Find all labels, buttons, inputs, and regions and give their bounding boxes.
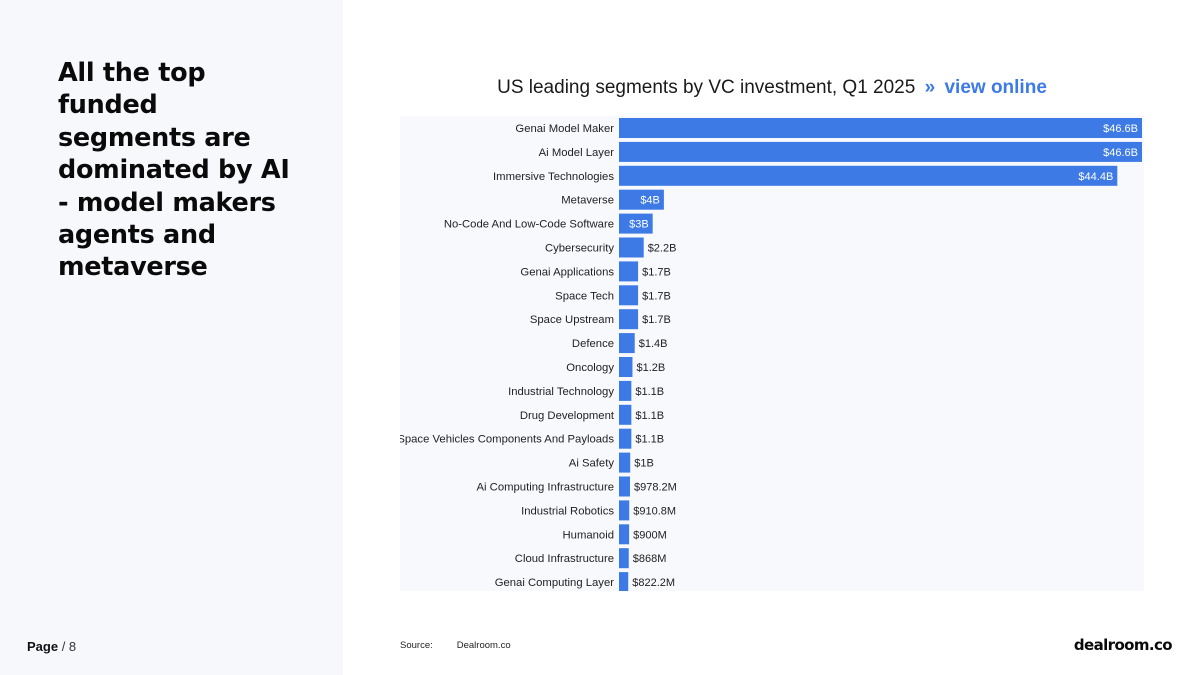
value-label: $2.2B: [648, 243, 677, 255]
value-label: $1.7B: [642, 314, 671, 326]
page-separator: /: [58, 639, 69, 654]
bar[interactable]: [619, 572, 629, 591]
value-label: $4B: [640, 195, 660, 207]
bar[interactable]: [619, 213, 653, 234]
bar[interactable]: [619, 285, 639, 306]
value-label: $822.2M: [632, 577, 675, 589]
category-label: Cloud Infrastructure: [515, 553, 614, 565]
headline: All the top funded segments are dominate…: [58, 58, 290, 283]
dealroom-logo: dealroom.co: [1073, 636, 1173, 654]
value-label: $900M: [633, 529, 667, 541]
left-panel: All the top funded segments are dominate…: [0, 0, 343, 675]
bar[interactable]: [619, 404, 632, 425]
plot-background: [400, 116, 1144, 591]
category-label: Cybersecurity: [545, 243, 614, 255]
bar[interactable]: [619, 380, 632, 401]
bar[interactable]: [619, 452, 631, 473]
value-label: $1.4B: [639, 338, 668, 350]
bar[interactable]: [619, 165, 1118, 186]
bar[interactable]: [619, 261, 639, 282]
category-label: Metaverse: [561, 195, 614, 207]
category-label: Genai Model Maker: [515, 123, 614, 135]
bar-chart: Genai Model Maker $46.6B Ai Model Layer $46…: [400, 118, 1142, 591]
value-label: $910.8M: [633, 505, 676, 517]
chart-title-row: US leading segments by VC investment, Q1…: [400, 77, 1144, 99]
category-label: Genai Computing Layer: [495, 577, 615, 589]
category-label: Immersive Technologies: [493, 171, 614, 183]
value-label: $1B: [634, 458, 654, 470]
page-number: 8: [68, 639, 77, 654]
value-label: $1.1B: [635, 434, 664, 446]
source-value: Dealroom.co: [456, 640, 511, 651]
value-label: $868M: [633, 553, 667, 565]
page-label: Page: [27, 639, 59, 654]
bar[interactable]: [619, 189, 664, 210]
bar[interactable]: [619, 141, 1142, 162]
category-label: Ai Safety: [569, 458, 615, 470]
category-label: Ai Computing Infrastructure: [476, 482, 614, 494]
value-label: $3B: [629, 219, 649, 231]
category-label: Space Vehicles Components And Payloads: [400, 434, 614, 446]
view-online-link[interactable]: view online: [944, 77, 1047, 98]
bar[interactable]: [619, 524, 630, 545]
source-note: Source: Dealroom.co: [400, 640, 511, 651]
category-label: Industrial Robotics: [521, 505, 614, 517]
chart-title: US leading segments by VC investment, Q1…: [497, 77, 916, 98]
bar[interactable]: [619, 237, 644, 258]
value-label: $1.7B: [642, 290, 671, 302]
link-separator: »: [924, 77, 936, 98]
category-label: Defence: [572, 338, 614, 350]
category-label: Space Upstream: [530, 314, 614, 326]
bar[interactable]: [619, 357, 633, 377]
category-label: Oncology: [566, 362, 614, 374]
value-label: $978.2M: [634, 482, 677, 494]
bar[interactable]: [619, 500, 630, 521]
category-label: Industrial Technology: [508, 386, 614, 398]
value-label: $44.4B: [1078, 171, 1113, 183]
category-label: No-Code And Low-Code Software: [444, 219, 614, 231]
bar[interactable]: [619, 548, 629, 569]
bar[interactable]: [619, 476, 630, 497]
source-label: Source:: [400, 640, 433, 651]
value-label: $46.6B: [1103, 147, 1138, 159]
category-label: Humanoid: [563, 529, 615, 541]
page-indicator: Page / 8: [27, 639, 76, 654]
value-label: $46.6B: [1103, 123, 1138, 135]
value-label: $1.1B: [635, 410, 664, 422]
bar[interactable]: [619, 118, 1142, 138]
bar[interactable]: [619, 428, 632, 449]
category-label: Genai Applications: [520, 266, 614, 278]
value-label: $1.2B: [636, 362, 665, 374]
bar[interactable]: [619, 333, 635, 354]
bar[interactable]: [619, 309, 639, 330]
category-label: Space Tech: [555, 290, 614, 302]
value-label: $1.1B: [635, 386, 664, 398]
category-label: Drug Development: [520, 410, 615, 422]
value-label: $1.7B: [642, 266, 671, 278]
category-label: Ai Model Layer: [539, 147, 615, 159]
